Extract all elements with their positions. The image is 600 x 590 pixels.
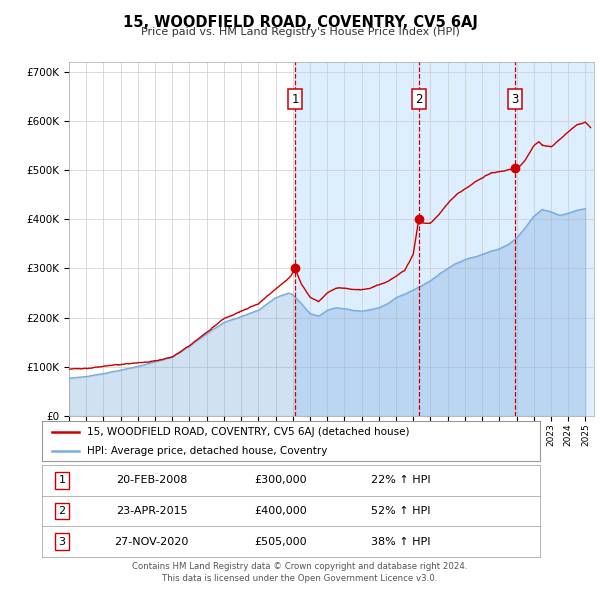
Text: 20-FEB-2008: 20-FEB-2008 bbox=[116, 476, 187, 485]
Text: 27-NOV-2020: 27-NOV-2020 bbox=[115, 537, 189, 546]
Text: £400,000: £400,000 bbox=[254, 506, 307, 516]
Text: £300,000: £300,000 bbox=[255, 476, 307, 485]
Text: Contains HM Land Registry data © Crown copyright and database right 2024.
This d: Contains HM Land Registry data © Crown c… bbox=[132, 562, 468, 583]
Text: 38% ↑ HPI: 38% ↑ HPI bbox=[371, 537, 430, 546]
Text: 2: 2 bbox=[58, 506, 65, 516]
Text: 2: 2 bbox=[415, 93, 422, 106]
Text: 22% ↑ HPI: 22% ↑ HPI bbox=[371, 476, 430, 485]
Text: HPI: Average price, detached house, Coventry: HPI: Average price, detached house, Cove… bbox=[87, 445, 327, 455]
Text: Price paid vs. HM Land Registry's House Price Index (HPI): Price paid vs. HM Land Registry's House … bbox=[140, 27, 460, 37]
Text: 15, WOODFIELD ROAD, COVENTRY, CV5 6AJ: 15, WOODFIELD ROAD, COVENTRY, CV5 6AJ bbox=[122, 15, 478, 30]
Bar bbox=[295, 62, 594, 416]
Text: £505,000: £505,000 bbox=[255, 537, 307, 546]
Text: 15, WOODFIELD ROAD, COVENTRY, CV5 6AJ (detached house): 15, WOODFIELD ROAD, COVENTRY, CV5 6AJ (d… bbox=[87, 427, 409, 437]
Text: 1: 1 bbox=[291, 93, 299, 106]
Text: 23-APR-2015: 23-APR-2015 bbox=[116, 506, 187, 516]
Text: 52% ↑ HPI: 52% ↑ HPI bbox=[371, 506, 430, 516]
Text: 3: 3 bbox=[58, 537, 65, 546]
Text: 3: 3 bbox=[511, 93, 518, 106]
Text: 1: 1 bbox=[58, 476, 65, 485]
